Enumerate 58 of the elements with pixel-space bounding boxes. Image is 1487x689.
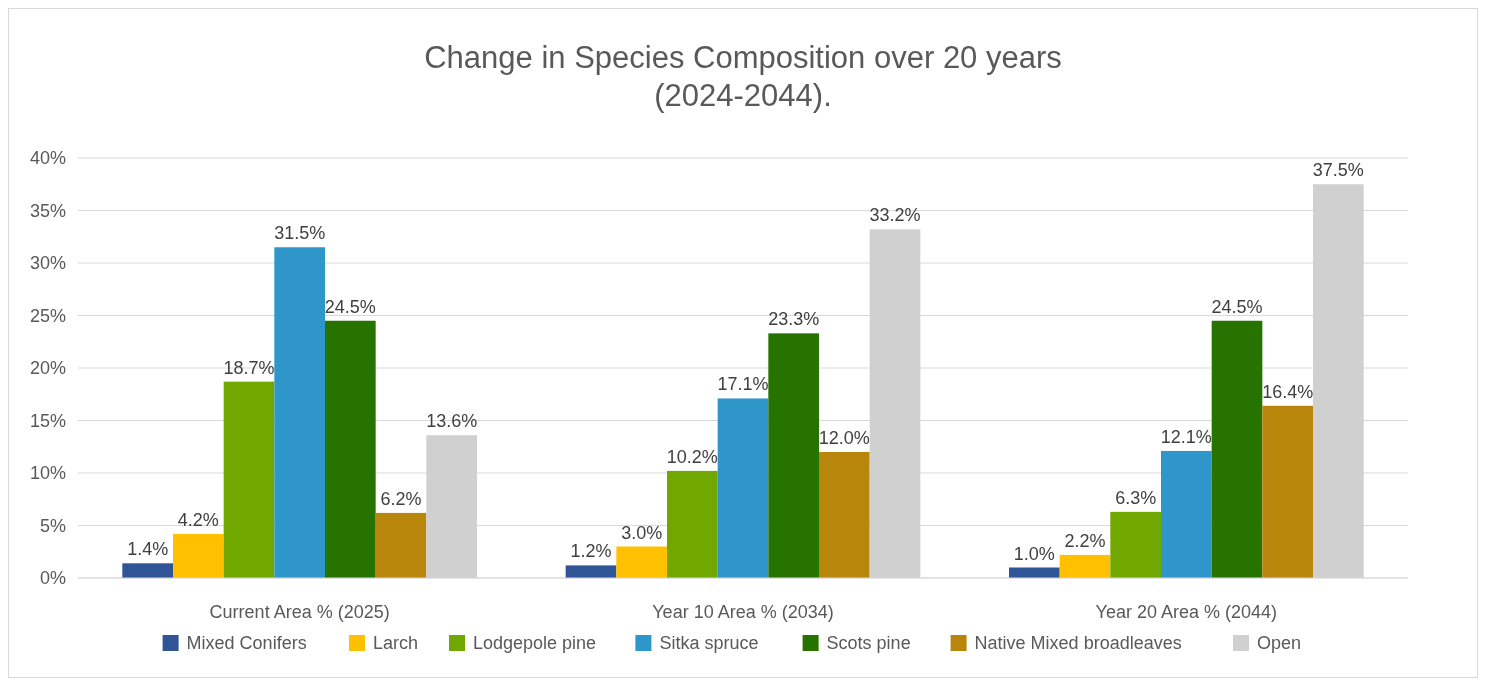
text: 17.1% xyxy=(717,374,769,395)
legend-label: Mixed Conifers xyxy=(186,633,307,653)
legend-label: Open xyxy=(1257,633,1302,653)
y-tick-label: 5% xyxy=(39,515,66,536)
y-tick-label: 0% xyxy=(39,568,66,588)
bar xyxy=(667,470,718,578)
bar xyxy=(1110,511,1161,578)
text: 37.5% xyxy=(1312,160,1364,181)
text: 12.1% xyxy=(1160,426,1212,447)
bar xyxy=(274,247,325,578)
text: 13.6% xyxy=(426,411,478,432)
text: 23.3% xyxy=(768,309,820,330)
bar xyxy=(1262,405,1313,578)
text: 2.2% xyxy=(1064,530,1106,551)
y-tick-label: 25% xyxy=(29,305,66,326)
bar xyxy=(819,452,870,578)
text: 16.4% xyxy=(1262,381,1314,402)
bar xyxy=(717,398,769,578)
text: 24.5% xyxy=(1211,296,1263,317)
text: 4.2% xyxy=(177,509,219,530)
bar xyxy=(1211,320,1263,578)
bar xyxy=(173,533,224,578)
x-tick-label: Current Area % (2025) xyxy=(209,602,390,622)
text: 12.0% xyxy=(818,428,870,448)
legend-label: Native Mixed broadleaves xyxy=(974,633,1182,653)
legend-label: Scots pine xyxy=(826,633,911,653)
chart-title: Change in Species Composition over 20 years (2024-2044). xyxy=(424,40,1062,113)
bar xyxy=(325,320,376,578)
text: 6.2% xyxy=(380,488,422,509)
legend-label: Sitka spruce xyxy=(659,633,759,653)
legend-label: Lodgepole pine xyxy=(473,633,597,653)
text: 24.5% xyxy=(324,296,376,317)
y-tick-label: 20% xyxy=(29,358,66,378)
text: 31.5% xyxy=(274,223,326,244)
text: 3.0% xyxy=(621,522,663,543)
bar xyxy=(122,563,173,578)
y-tick-label: 15% xyxy=(29,410,66,431)
bar xyxy=(565,565,617,578)
x-tick-label: Year 20 Area % (2044) xyxy=(1095,602,1278,622)
bar xyxy=(1059,554,1111,578)
bar xyxy=(375,512,427,578)
text: 10.2% xyxy=(666,446,718,467)
text: 1.0% xyxy=(1013,543,1055,564)
text: 33.2% xyxy=(869,205,921,226)
text: 1.2% xyxy=(570,541,612,562)
y-tick-label: 35% xyxy=(29,200,66,221)
bar xyxy=(223,381,275,578)
y-tick-label: 30% xyxy=(29,253,66,273)
bar xyxy=(616,546,667,578)
bar xyxy=(1161,450,1212,578)
x-tick-label: Year 10 Area % (2034) xyxy=(652,602,834,622)
text: 1.4% xyxy=(127,539,169,560)
y-tick-label: 40% xyxy=(29,148,66,168)
y-tick-label: 10% xyxy=(29,463,66,483)
text: 18.7% xyxy=(223,357,275,378)
bar xyxy=(768,333,819,578)
legend-label: Larch xyxy=(373,633,419,653)
text: 6.3% xyxy=(1115,487,1157,508)
